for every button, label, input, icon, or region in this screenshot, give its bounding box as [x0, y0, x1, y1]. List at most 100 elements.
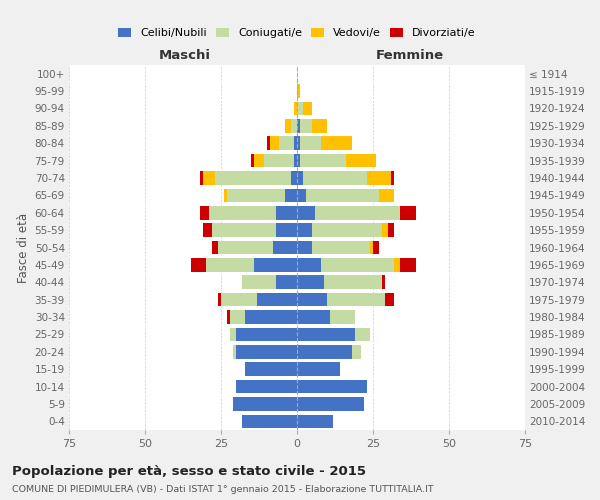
Bar [394, 258, 400, 272]
Bar [297, 171, 303, 185]
Y-axis label: Fasce di età: Fasce di età [17, 212, 31, 282]
Bar [382, 224, 388, 237]
Bar [315, 206, 400, 220]
Bar [251, 154, 254, 168]
Bar [257, 293, 297, 306]
Bar [300, 154, 346, 168]
Bar [294, 136, 297, 150]
Bar [203, 224, 212, 237]
Bar [355, 328, 370, 341]
Bar [297, 380, 367, 394]
Bar [297, 310, 331, 324]
Bar [203, 171, 215, 185]
Bar [328, 293, 385, 306]
Bar [312, 240, 370, 254]
Bar [209, 206, 276, 220]
Bar [297, 224, 312, 237]
Bar [303, 102, 312, 115]
Bar [297, 397, 364, 410]
Bar [297, 258, 322, 272]
Bar [276, 276, 297, 289]
Bar [370, 240, 373, 254]
Bar [285, 188, 297, 202]
Bar [322, 136, 352, 150]
Bar [297, 414, 334, 428]
Bar [400, 206, 416, 220]
Bar [245, 310, 297, 324]
Bar [218, 240, 272, 254]
Bar [382, 276, 385, 289]
Bar [272, 240, 297, 254]
Bar [297, 345, 352, 358]
Bar [306, 188, 379, 202]
Bar [325, 276, 382, 289]
Bar [200, 206, 209, 220]
Bar [367, 171, 391, 185]
Bar [352, 345, 361, 358]
Bar [279, 136, 294, 150]
Bar [303, 171, 367, 185]
Text: COMUNE DI PIEDIMULERA (VB) - Dati ISTAT 1° gennaio 2015 - Elaborazione TUTTITALI: COMUNE DI PIEDIMULERA (VB) - Dati ISTAT … [12, 485, 434, 494]
Bar [385, 293, 394, 306]
Bar [227, 188, 285, 202]
Bar [297, 362, 340, 376]
Bar [191, 258, 206, 272]
Text: Popolazione per età, sesso e stato civile - 2015: Popolazione per età, sesso e stato civil… [12, 465, 366, 478]
Bar [224, 188, 227, 202]
Bar [297, 328, 355, 341]
Bar [276, 206, 297, 220]
Bar [218, 293, 221, 306]
Bar [200, 171, 203, 185]
Bar [300, 136, 322, 150]
Bar [373, 240, 379, 254]
Text: Maschi: Maschi [158, 48, 211, 62]
Bar [297, 154, 300, 168]
Bar [242, 276, 276, 289]
Bar [331, 310, 355, 324]
Bar [291, 119, 297, 132]
Bar [400, 258, 416, 272]
Bar [227, 310, 230, 324]
Bar [266, 136, 269, 150]
Text: Femmine: Femmine [376, 48, 443, 62]
Bar [230, 328, 236, 341]
Bar [233, 345, 236, 358]
Bar [346, 154, 376, 168]
Bar [294, 154, 297, 168]
Bar [388, 224, 394, 237]
Bar [236, 345, 297, 358]
Bar [285, 119, 291, 132]
Bar [276, 224, 297, 237]
Bar [236, 380, 297, 394]
Bar [294, 102, 297, 115]
Bar [245, 362, 297, 376]
Bar [215, 171, 291, 185]
Bar [297, 293, 328, 306]
Bar [379, 188, 394, 202]
Bar [242, 414, 297, 428]
Bar [206, 258, 254, 272]
Bar [297, 84, 300, 98]
Bar [230, 310, 245, 324]
Bar [236, 328, 297, 341]
Bar [212, 240, 218, 254]
Bar [297, 188, 306, 202]
Bar [263, 154, 294, 168]
Bar [297, 119, 300, 132]
Bar [233, 397, 297, 410]
Bar [312, 224, 382, 237]
Bar [297, 102, 303, 115]
Bar [322, 258, 394, 272]
Bar [300, 119, 312, 132]
Bar [212, 224, 276, 237]
Bar [291, 171, 297, 185]
Bar [297, 276, 325, 289]
Bar [391, 171, 394, 185]
Bar [297, 136, 300, 150]
Bar [312, 119, 328, 132]
Bar [297, 206, 315, 220]
Bar [269, 136, 279, 150]
Bar [221, 293, 257, 306]
Bar [254, 154, 263, 168]
Bar [254, 258, 297, 272]
